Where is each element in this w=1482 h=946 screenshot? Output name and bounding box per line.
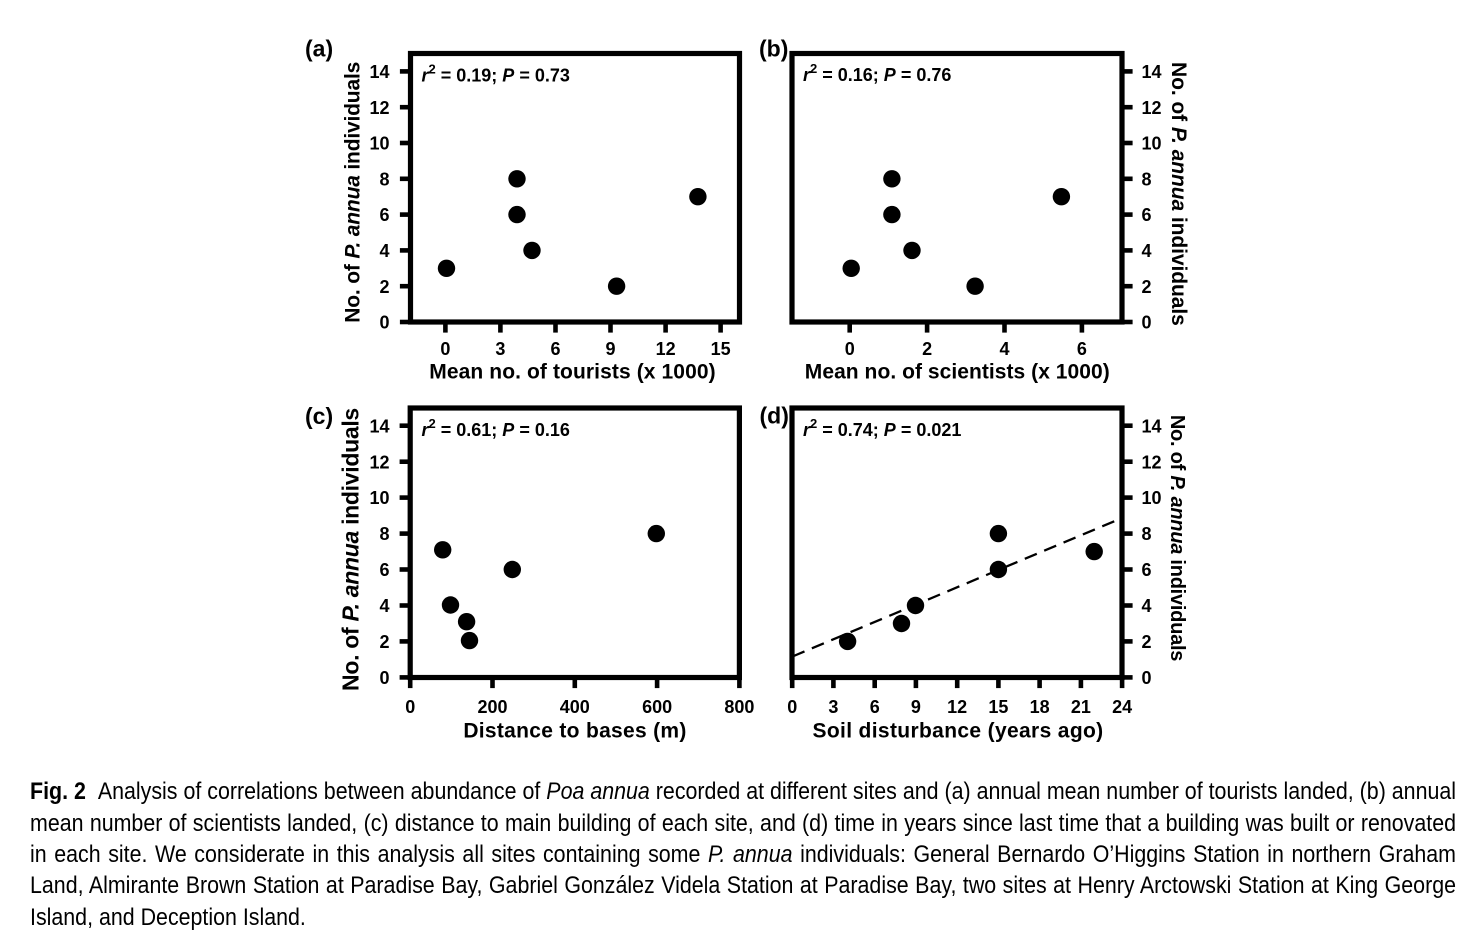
svg-text:8: 8 xyxy=(379,169,389,189)
svg-text:21: 21 xyxy=(1071,697,1091,717)
svg-text:(c): (c) xyxy=(305,403,333,429)
svg-text:10: 10 xyxy=(369,134,389,154)
svg-text:400: 400 xyxy=(560,697,590,717)
svg-text:12: 12 xyxy=(1142,98,1162,118)
svg-text:r2 = 0.19; P = 0.73: r2 = 0.19; P = 0.73 xyxy=(422,62,570,86)
svg-text:600: 600 xyxy=(642,697,672,717)
svg-text:15: 15 xyxy=(988,697,1008,717)
svg-text:6: 6 xyxy=(1077,339,1087,359)
svg-text:12: 12 xyxy=(1142,452,1162,472)
svg-text:2: 2 xyxy=(379,277,389,297)
svg-text:r2 = 0.61; P = 0.16: r2 = 0.61; P = 0.16 xyxy=(422,416,570,440)
svg-text:12: 12 xyxy=(369,98,389,118)
svg-text:14: 14 xyxy=(369,416,389,436)
svg-text:0: 0 xyxy=(787,697,797,717)
svg-text:No. of P. annua individuals: No. of P. annua individuals xyxy=(342,62,365,323)
svg-text:6: 6 xyxy=(1142,205,1152,225)
svg-text:4: 4 xyxy=(1142,596,1152,616)
svg-text:4: 4 xyxy=(379,241,389,261)
svg-text:12: 12 xyxy=(656,339,676,359)
svg-text:4: 4 xyxy=(1142,241,1152,261)
svg-text:12: 12 xyxy=(947,697,967,717)
svg-text:6: 6 xyxy=(550,339,560,359)
svg-text:24: 24 xyxy=(1112,697,1132,717)
svg-text:6: 6 xyxy=(379,560,389,580)
svg-text:10: 10 xyxy=(369,488,389,508)
svg-text:2: 2 xyxy=(1142,277,1152,297)
svg-text:Soil disturbance (years ago): Soil disturbance (years ago) xyxy=(812,720,1103,743)
svg-text:r2 = 0.74; P = 0.021: r2 = 0.74; P = 0.021 xyxy=(803,416,961,440)
svg-text:3: 3 xyxy=(828,697,838,717)
svg-text:0: 0 xyxy=(405,697,415,717)
svg-text:6: 6 xyxy=(870,697,880,717)
svg-text:14: 14 xyxy=(1142,416,1162,436)
svg-text:8: 8 xyxy=(379,524,389,544)
svg-text:2: 2 xyxy=(922,339,932,359)
svg-text:14: 14 xyxy=(369,62,389,82)
svg-text:3: 3 xyxy=(495,339,505,359)
svg-text:14: 14 xyxy=(1142,62,1162,82)
svg-text:200: 200 xyxy=(477,697,507,717)
svg-text:8: 8 xyxy=(1142,524,1152,544)
svg-text:9: 9 xyxy=(605,339,615,359)
svg-text:9: 9 xyxy=(911,697,921,717)
svg-text:0: 0 xyxy=(379,313,389,333)
svg-text:10: 10 xyxy=(1142,134,1162,154)
svg-text:15: 15 xyxy=(711,339,731,359)
svg-text:0: 0 xyxy=(1142,313,1152,333)
svg-text:Mean no. of scientists (x 1000: Mean no. of scientists (x 1000) xyxy=(805,361,1110,384)
svg-text:0: 0 xyxy=(1142,668,1152,688)
svg-text:0: 0 xyxy=(845,339,855,359)
svg-text:(d): (d) xyxy=(760,403,789,429)
svg-text:0: 0 xyxy=(379,668,389,688)
svg-text:18: 18 xyxy=(1030,697,1050,717)
svg-text:Distance to bases (m): Distance to bases (m) xyxy=(463,720,686,743)
svg-text:2: 2 xyxy=(379,632,389,652)
svg-text:r2 = 0.16; P = 0.76: r2 = 0.16; P = 0.76 xyxy=(803,61,951,85)
svg-text:No. of P. annua individuals: No. of P. annua individuals xyxy=(1167,62,1190,326)
svg-text:0: 0 xyxy=(440,339,450,359)
svg-text:4: 4 xyxy=(379,596,389,616)
svg-text:12: 12 xyxy=(369,452,389,472)
svg-text:(a): (a) xyxy=(305,36,333,62)
svg-text:2: 2 xyxy=(1142,632,1152,652)
svg-text:No. of P. annua individuals: No. of P. annua individuals xyxy=(338,408,364,691)
svg-text:(b): (b) xyxy=(759,36,788,62)
svg-text:Mean no. of tourists (x 1000): Mean no. of tourists (x 1000) xyxy=(429,361,715,384)
svg-text:8: 8 xyxy=(1142,169,1152,189)
svg-text:800: 800 xyxy=(724,697,754,717)
svg-text:10: 10 xyxy=(1142,488,1162,508)
svg-text:No. of P. annua individuals: No. of P. annua individuals xyxy=(1166,415,1188,661)
svg-text:6: 6 xyxy=(1142,560,1152,580)
svg-text:6: 6 xyxy=(379,205,389,225)
svg-text:4: 4 xyxy=(999,339,1009,359)
